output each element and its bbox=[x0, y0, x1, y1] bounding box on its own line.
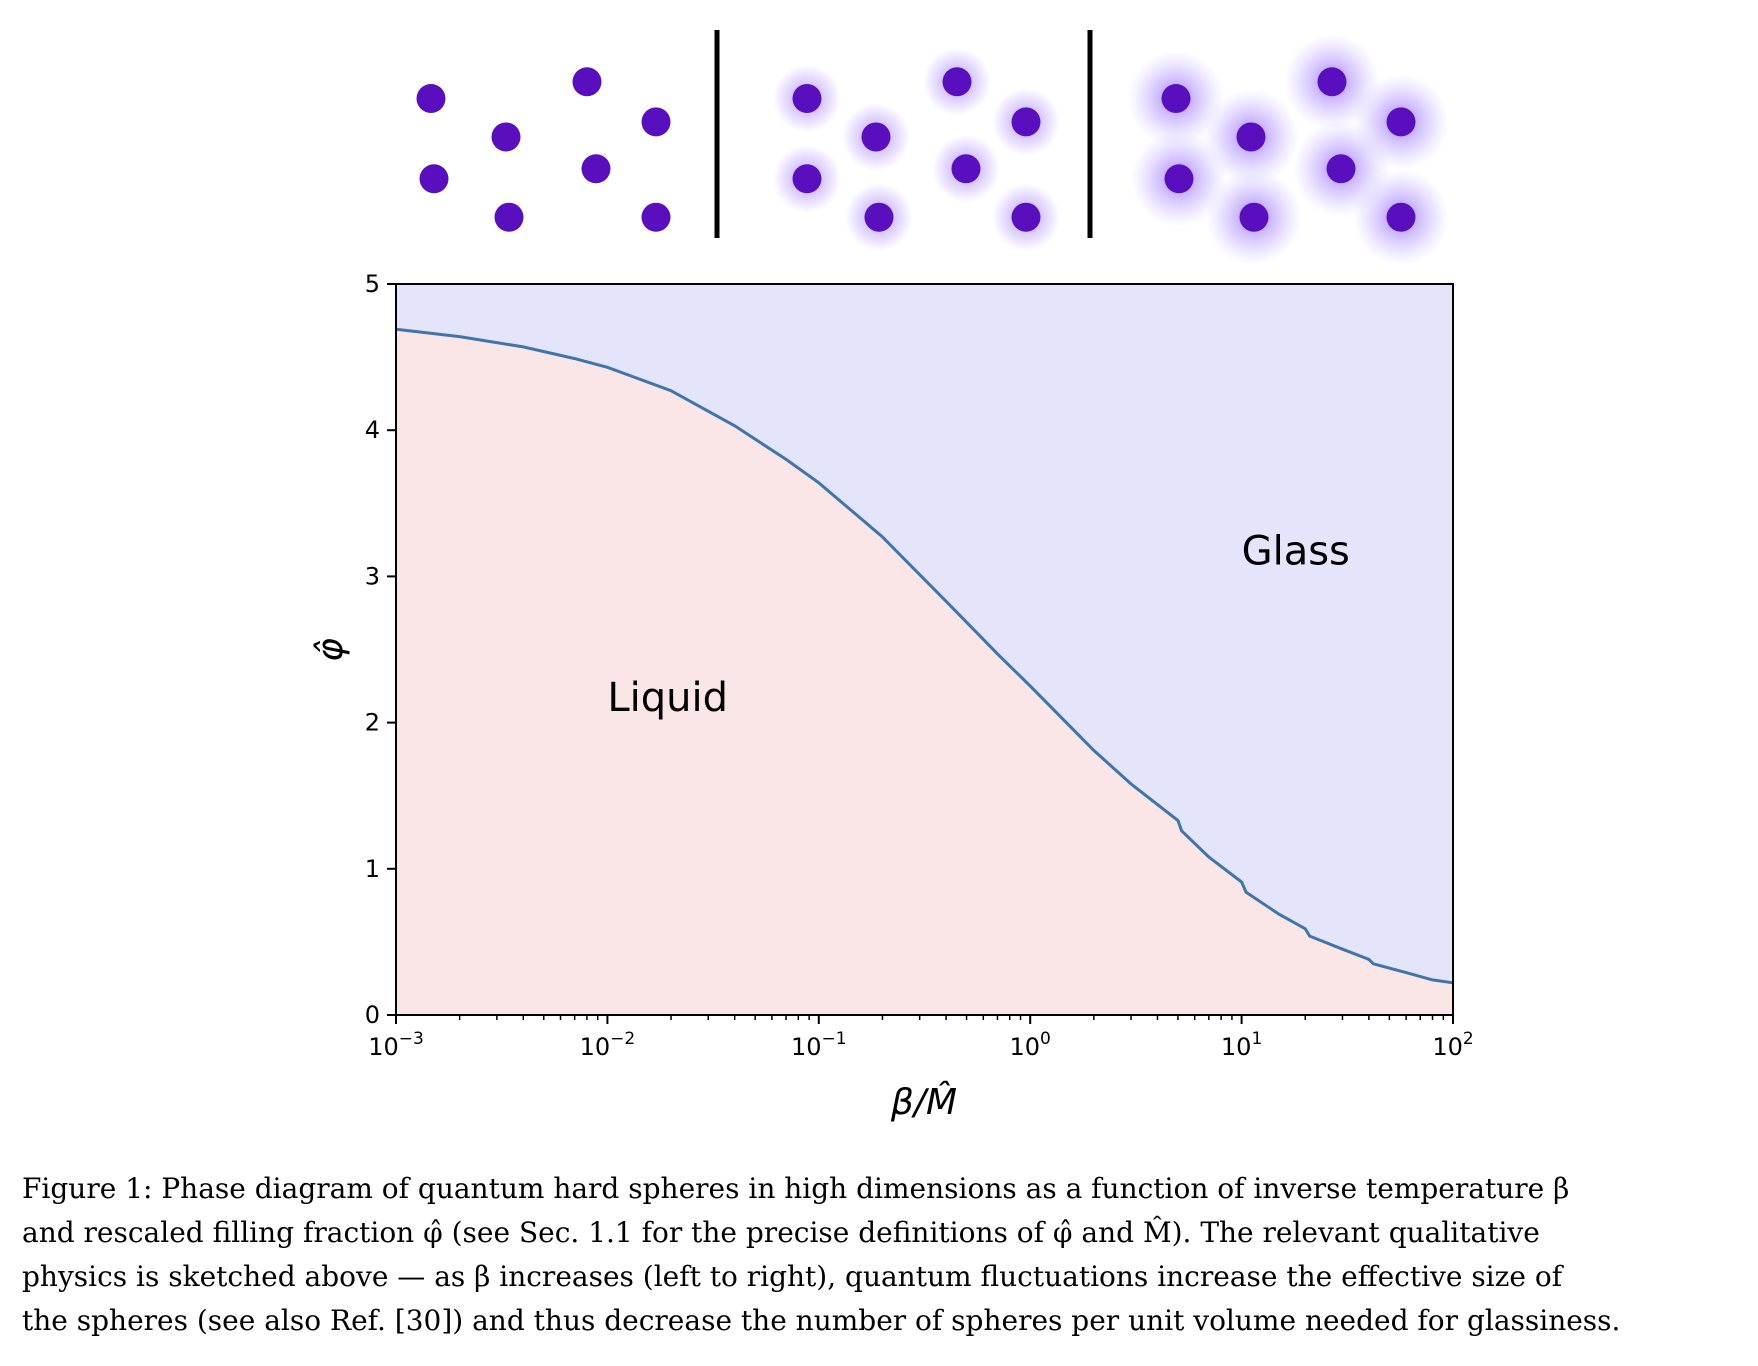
sphere bbox=[1386, 202, 1416, 232]
y-axis-label: φ̂ bbox=[310, 638, 351, 662]
x-tick-label: 101 bbox=[1221, 1029, 1262, 1061]
x-tick-label: 10−1 bbox=[791, 1029, 847, 1061]
sphere bbox=[581, 154, 611, 184]
caption-line: and rescaled filling fraction φ̂ (see Se… bbox=[22, 1216, 1540, 1249]
sphere bbox=[419, 164, 449, 194]
illustration-panel-classical bbox=[416, 67, 671, 232]
x-tick-label: 102 bbox=[1432, 1029, 1473, 1061]
sphere bbox=[1011, 107, 1041, 137]
x-axis-label: β/M̂ bbox=[890, 1080, 957, 1123]
sphere bbox=[942, 67, 972, 97]
y-tick-label: 4 bbox=[365, 416, 380, 444]
sphere bbox=[1164, 164, 1194, 194]
x-tick-label: 100 bbox=[1010, 1029, 1051, 1061]
x-tick-label: 10−2 bbox=[580, 1029, 636, 1061]
caption-line: the spheres (see also Ref. [30]) and thu… bbox=[22, 1304, 1621, 1337]
sphere bbox=[1326, 154, 1356, 184]
x-axis-ticks: 10−3 10−2 10−1 100 101 102 bbox=[368, 1015, 1474, 1061]
sphere-illustration bbox=[416, 30, 1449, 266]
phase-boundary-line bbox=[395, 327, 1454, 985]
caption-line: Figure 1: Phase diagram of quantum hard … bbox=[22, 1172, 1570, 1205]
sphere bbox=[494, 202, 524, 232]
figure-caption: Figure 1: Phase diagram of quantum hard … bbox=[22, 1167, 1742, 1343]
y-axis-ticks: 0 1 2 3 4 5 bbox=[365, 270, 396, 1029]
sphere bbox=[861, 122, 891, 152]
sphere bbox=[1239, 202, 1269, 232]
liquid-region bbox=[396, 329, 1453, 1015]
x-tick-label: 10−3 bbox=[368, 1029, 424, 1061]
sphere bbox=[864, 202, 894, 232]
sphere bbox=[1011, 202, 1041, 232]
region-label-liquid: Liquid bbox=[607, 675, 728, 721]
glass-region bbox=[396, 284, 1453, 983]
y-tick-label: 3 bbox=[365, 562, 380, 590]
sphere bbox=[792, 164, 822, 194]
y-tick-label: 1 bbox=[365, 855, 380, 883]
sphere bbox=[1236, 122, 1266, 152]
sphere bbox=[416, 83, 446, 113]
sphere bbox=[1317, 67, 1347, 97]
sphere bbox=[951, 154, 981, 184]
illustration-panel-intermediate bbox=[773, 47, 1060, 252]
phase-diagram-chart: 10−3 10−2 10−1 100 101 102 0 1 2 3 4 5 Liquid Glas… bbox=[310, 270, 1474, 1123]
y-tick-label: 5 bbox=[365, 270, 380, 298]
y-tick-label: 0 bbox=[365, 1001, 380, 1029]
plot-frame bbox=[395, 283, 1454, 1016]
sphere bbox=[491, 122, 521, 152]
sphere bbox=[572, 67, 602, 97]
sphere bbox=[641, 107, 671, 137]
region-label-glass: Glass bbox=[1242, 529, 1350, 575]
illustration-panel-quantum bbox=[1128, 33, 1449, 266]
sphere bbox=[1161, 83, 1191, 113]
caption-line: physics is sketched above — as β increas… bbox=[22, 1260, 1563, 1293]
y-tick-label: 2 bbox=[365, 709, 380, 737]
sphere bbox=[792, 83, 822, 113]
sphere bbox=[641, 202, 671, 232]
sphere bbox=[1386, 107, 1416, 137]
